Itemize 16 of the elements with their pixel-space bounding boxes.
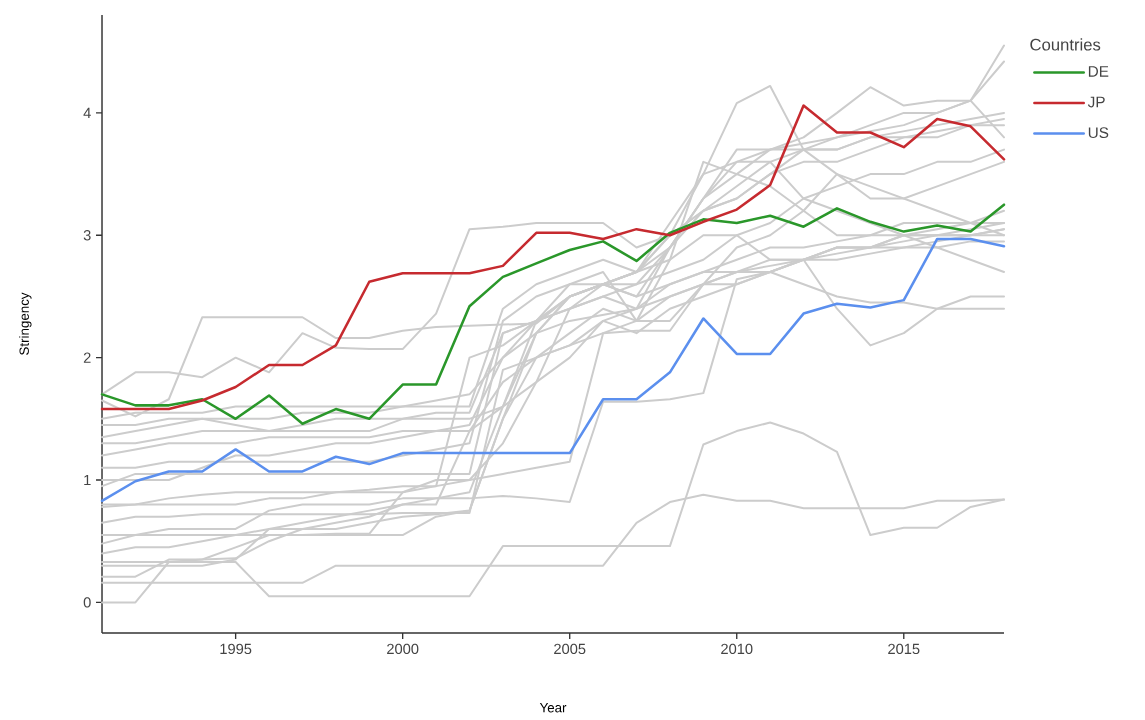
legend-label: DE (1088, 66, 1109, 77)
x-axis-title: Year (539, 703, 567, 713)
y-tick-label: 1 (84, 474, 91, 486)
x-tick-label: 2000 (387, 643, 419, 655)
x-tick-label: 2010 (721, 643, 753, 655)
legend-label: US (1088, 127, 1109, 139)
x-tick-label: 2015 (888, 643, 920, 655)
x-tick-label: 2005 (554, 643, 586, 655)
y-axis-title: Stringency (19, 292, 32, 355)
y-tick-label: 0 (83, 597, 91, 608)
x-tick-label: 1995 (220, 643, 252, 655)
y-tick-label: 3 (83, 230, 91, 241)
legend-label: JP (1087, 96, 1105, 108)
legend-title: Countries (1030, 38, 1101, 51)
y-tick-label: 2 (83, 352, 91, 363)
y-tick-label: 4 (83, 107, 91, 118)
